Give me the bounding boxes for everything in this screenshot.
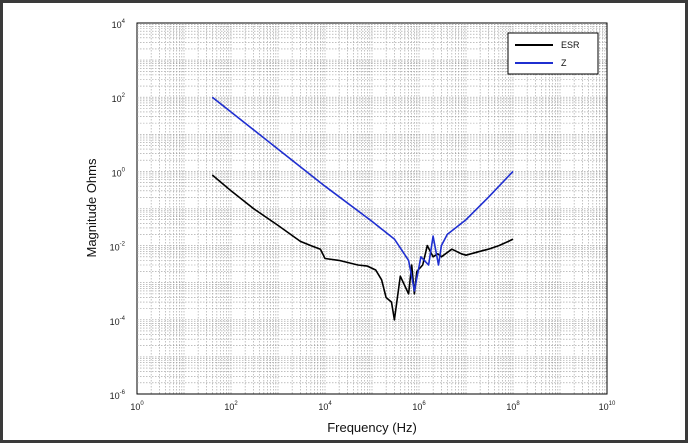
x-tick-label: 100 <box>130 401 144 412</box>
x-tick-label: 106 <box>412 401 426 412</box>
y-axis-label: Magnitude Ohms <box>84 158 99 257</box>
y-tick-label: 102 <box>112 93 126 104</box>
legend-label-z: Z <box>561 58 567 68</box>
y-tick-label: 10-4 <box>110 316 126 327</box>
legend-label-esr: ESR <box>561 40 580 50</box>
x-tick-label: 1010 <box>599 401 616 412</box>
x-tick-label: 108 <box>506 401 520 412</box>
legend: ESR Z <box>507 32 599 75</box>
series-layer <box>211 96 514 321</box>
y-tick-label: 10-2 <box>110 242 126 253</box>
y-tick-label: 10-6 <box>110 390 126 401</box>
tick-labels: 100 102 104 106 108 1010 104 102 100 10-2 10-4 10-6 <box>110 19 616 412</box>
x-axis-label: Frequency (Hz) <box>327 420 417 435</box>
series-line-esr <box>211 174 514 321</box>
grid <box>137 23 607 394</box>
series-line-z <box>211 96 514 292</box>
legend-box <box>507 32 599 75</box>
y-tick-label: 100 <box>112 167 126 178</box>
x-tick-label: 102 <box>224 401 238 412</box>
x-tick-label: 104 <box>318 401 332 412</box>
y-tick-label: 104 <box>112 19 126 30</box>
